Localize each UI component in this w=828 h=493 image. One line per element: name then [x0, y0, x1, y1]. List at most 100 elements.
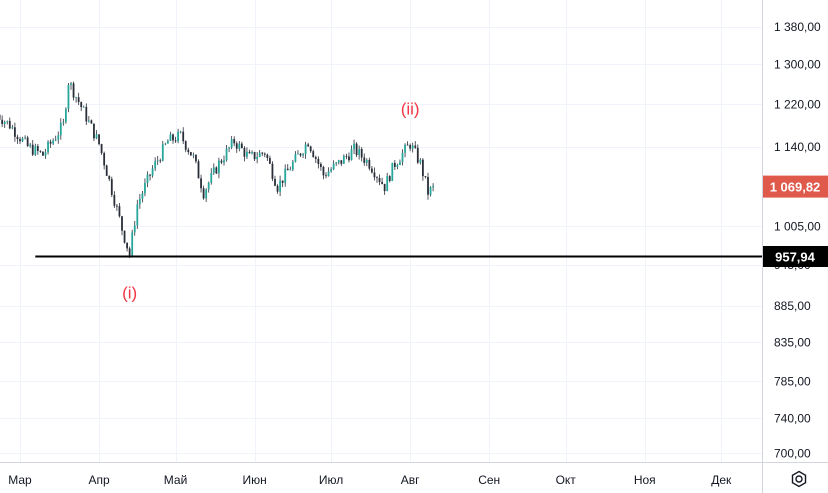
candle [207, 181, 210, 193]
candle [373, 167, 376, 181]
candle [337, 159, 340, 165]
candle-body [263, 153, 266, 155]
candle [108, 175, 111, 182]
candle-body [294, 154, 297, 162]
candle-body [320, 163, 322, 167]
candle [360, 147, 363, 162]
candle-body [184, 141, 187, 150]
candle-body [223, 160, 225, 163]
candle-body [52, 140, 55, 144]
candle-body [373, 172, 376, 178]
candle [39, 150, 42, 153]
candle [197, 159, 200, 179]
candle-body [342, 155, 345, 164]
candle-body [128, 248, 131, 256]
candle-body [335, 162, 338, 164]
candle [330, 167, 332, 173]
candle-body [332, 163, 335, 170]
candle-body [297, 153, 299, 155]
candle-body [6, 120, 9, 122]
candle [414, 141, 417, 149]
candle-body [240, 143, 243, 149]
candle-body [67, 84, 70, 109]
candle [258, 149, 261, 158]
candle-body [233, 139, 236, 144]
candle [174, 136, 177, 143]
candle [26, 135, 29, 147]
gear-icon [791, 470, 807, 488]
candle [29, 142, 32, 148]
candle-body [161, 144, 164, 161]
candle [348, 152, 350, 163]
candle [253, 151, 256, 161]
candle-body [302, 154, 304, 156]
candle [276, 184, 279, 194]
candle-body [75, 97, 77, 98]
candle [424, 176, 427, 179]
candle [422, 158, 424, 181]
candle [118, 203, 121, 218]
candle-body [291, 161, 294, 170]
candle [136, 199, 139, 229]
candle [327, 167, 330, 177]
candle [358, 145, 361, 160]
candle [345, 153, 348, 160]
candle-body [424, 176, 427, 177]
candle-body [215, 167, 218, 174]
candle-body [363, 157, 366, 163]
candle [294, 151, 297, 163]
price-tick-label: 740,00 [774, 412, 811, 426]
candle [332, 160, 335, 171]
price-tick-label: 1 220,00 [774, 98, 821, 112]
candle [432, 183, 434, 192]
candle-body [327, 171, 330, 177]
candle [93, 123, 95, 142]
price-tick-label: 1 380,00 [774, 20, 821, 34]
candle [138, 194, 141, 209]
candle-body [391, 162, 394, 181]
candle-body [138, 198, 141, 205]
candle [172, 133, 174, 144]
candle [263, 152, 266, 158]
month-tick-label: Апр [88, 473, 110, 487]
candle-body [365, 159, 368, 163]
candle-body [189, 152, 192, 156]
candle-body [243, 148, 246, 157]
candle [365, 158, 368, 167]
candle-body [322, 166, 325, 176]
candle [87, 116, 90, 123]
candle [391, 162, 394, 182]
candle-body [151, 168, 154, 176]
candle-body [110, 179, 113, 195]
candle [212, 163, 215, 175]
candle-body [113, 194, 116, 206]
candle-body [14, 127, 16, 137]
month-tick-label: Май [164, 473, 188, 487]
candle [75, 96, 77, 103]
candle-body [261, 152, 264, 154]
candle-body [386, 176, 389, 192]
candle [335, 161, 338, 167]
candle [317, 156, 320, 169]
candle [307, 142, 310, 147]
candle [34, 143, 37, 156]
wave-annotations: (i) (ii) [122, 99, 420, 302]
settings-button[interactable] [786, 466, 812, 492]
candle [284, 164, 287, 187]
candle-body [269, 158, 271, 164]
candle [202, 185, 205, 200]
candle-body [218, 160, 220, 174]
candle-body [42, 151, 44, 156]
candle-body [123, 230, 126, 243]
candle [243, 146, 246, 162]
candle-body [406, 144, 409, 146]
candle-body [197, 161, 200, 179]
candle-body [159, 160, 162, 162]
candle-body [256, 156, 259, 160]
month-tick-label: Дек [711, 473, 732, 487]
candle-body [167, 140, 169, 144]
candle-body [371, 168, 373, 173]
candle [261, 151, 264, 157]
candle-body [54, 139, 57, 141]
